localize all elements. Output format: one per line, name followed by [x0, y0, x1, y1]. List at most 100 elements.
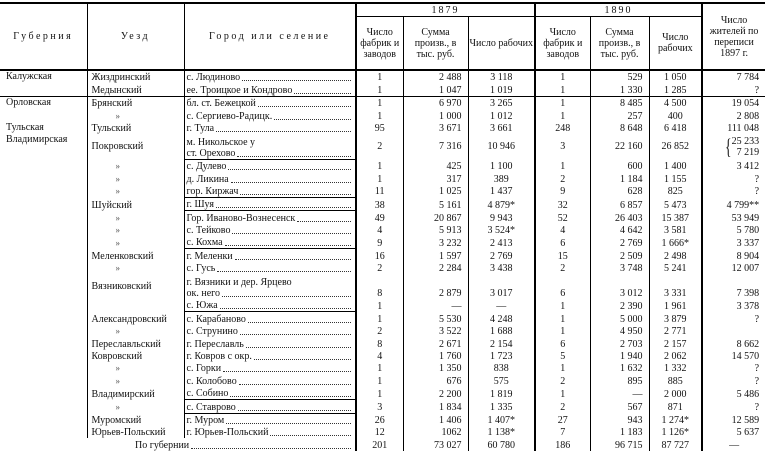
workers-1890-cell: 825 — [648, 184, 703, 198]
place-line: с. Собино — [187, 388, 354, 399]
workers-1890-cell: 2 062 — [648, 349, 703, 363]
place-line: с. Ставрово — [187, 402, 354, 413]
output-1879-cell: 317 — [402, 172, 468, 185]
output-1890-cell: 22 160 — [589, 133, 650, 160]
output-1890-cell: 628 — [589, 184, 650, 198]
population-brace-group: {25 233 7 219 — [723, 135, 760, 158]
workers-1879-cell: 1 688 — [467, 324, 536, 338]
place-cell: с. Струнино — [183, 324, 357, 338]
place-cell: г. Муром — [183, 412, 357, 426]
workers-1890-cell: 1 666* — [648, 236, 703, 249]
population-1897-cell: {25 233 7 219 — [701, 133, 765, 160]
workers-1879-cell: 1 723 — [467, 349, 536, 363]
output-1879-cell: 20 867 — [402, 210, 468, 224]
guberniya-cell — [0, 262, 87, 274]
header-guberniya: Губерния — [0, 2, 87, 71]
place-line: с. Карабаново — [187, 314, 354, 325]
place-line: с. Сергиево-Радицк. — [187, 111, 354, 122]
factories-1890-cell: 1 — [534, 362, 591, 375]
population-1897-cell — [701, 324, 765, 338]
total-workers-1879-cell: 60 780 — [467, 438, 536, 451]
output-1879-cell: 7 316 — [402, 133, 468, 160]
output-1879-cell: — — [402, 299, 468, 312]
population-value: 7 219 — [736, 146, 760, 158]
table-row: » с. Горки 1 1 350 838 1 1 632 1 332? — [0, 362, 765, 375]
factories-1879-cell: 1 — [355, 95, 403, 110]
workers-1879-cell: 1 335 — [467, 399, 536, 414]
place-line: г. Тула — [187, 123, 354, 134]
workers-1879-cell: 2 154 — [467, 337, 536, 350]
workers-1890-cell: 2 000 — [648, 386, 703, 400]
guberniya-cell — [0, 274, 87, 299]
population-1897-cell: ? — [701, 83, 765, 97]
place-cell: с. Сергиево-Радицк. — [183, 109, 357, 122]
factories-1890-cell: 4 — [534, 223, 591, 237]
workers-1890-cell: 1 332 — [648, 362, 703, 375]
place-line: с. Людиново — [187, 72, 354, 83]
table-row: » с. Гусь 2 2 284 3 438 2 3 748 5 241 12 007 — [0, 261, 765, 275]
population-1897-cell: 3 337 — [701, 236, 765, 249]
factories-1879-cell: 2 — [355, 324, 403, 338]
workers-1890-cell: 3 331 — [648, 274, 703, 300]
output-1879-cell: 1 350 — [402, 362, 468, 375]
output-1879-cell: 1 047 — [402, 83, 468, 97]
output-1890-cell: 529 — [589, 69, 650, 84]
population-1897-cell: 12 007 — [701, 261, 765, 275]
place-cell: с. Карабаново — [183, 311, 357, 325]
uezd-cell: Переславльский — [86, 337, 184, 350]
workers-1890-cell: 885 — [648, 374, 703, 387]
guberniya-cell — [0, 159, 87, 172]
place-cell: ее. Троицкое и Кондрово — [183, 83, 357, 97]
population-values: 25 233 7 219 — [732, 136, 760, 158]
place-cell: г. Переславль — [183, 337, 357, 350]
dot-leader — [245, 346, 351, 348]
place-name: г. Муром — [186, 414, 225, 426]
header-population: Число жителей по переписи 1897 г. — [701, 2, 765, 71]
population-1897-cell: 7 784 — [701, 69, 765, 84]
dot-leader — [230, 396, 351, 398]
factories-1890-cell: 5 — [534, 349, 591, 363]
header-1879-workers: Число рабочих — [467, 16, 536, 71]
factories-1890-cell: 15 — [534, 248, 591, 262]
header-1890-workers: Число рабочих — [648, 16, 703, 71]
place-line: с. Колобово — [187, 376, 354, 387]
uezd-cell: Тульский — [86, 121, 184, 134]
output-1890-cell: 567 — [589, 399, 650, 414]
output-1879-cell: 676 — [402, 374, 468, 387]
output-1879-cell: 425 — [402, 159, 468, 173]
output-1879-cell: 1 025 — [402, 184, 468, 198]
total-row: По губернии 201 73 027 60 780 186 96 715 87 72… — [0, 438, 765, 451]
guberniya-cell — [0, 337, 87, 349]
place-cell: с. Кохма — [183, 236, 357, 249]
output-1879-cell: 6 970 — [402, 95, 468, 110]
population-1897-cell: 111 048 — [701, 121, 765, 134]
factories-1879-cell: 12 — [355, 425, 403, 439]
uezd-cell: Брянский — [86, 95, 184, 110]
output-1890-cell: 1 940 — [589, 349, 650, 363]
guberniya-cell — [0, 249, 87, 262]
output-1890-cell: 2 390 — [589, 299, 650, 312]
guberniya-cell — [0, 413, 87, 426]
total-workers-1890-cell: 87 727 — [648, 438, 703, 451]
place-name: г. Юрьев-Польский — [186, 427, 269, 439]
place-name: с. Тейково — [186, 225, 231, 237]
population-1897-cell: 3 412 — [701, 159, 765, 173]
workers-1879-cell: 1 819 — [467, 386, 536, 400]
place-line: с. Кохма — [187, 237, 354, 248]
population-1897-cell: 8 662 — [701, 337, 765, 350]
factories-1879-cell: 16 — [355, 248, 403, 262]
place-name: с. Карабаново — [186, 313, 246, 325]
header-year-1890: 1890 — [534, 2, 703, 17]
guberniya-cell — [0, 83, 87, 96]
place-name: бл. ст. Бежецкой — [186, 98, 256, 110]
population-1897-cell: ? — [701, 374, 765, 387]
guberniya-cell — [0, 109, 87, 121]
table-row: » гор. Киржач 11 1 025 1 437 9 628 825? — [0, 184, 765, 198]
uezd-cell: Александровский — [86, 311, 184, 325]
workers-1879-cell: 3 265 — [467, 95, 536, 110]
workers-1890-cell: 2 498 — [648, 248, 703, 262]
guberniya-cell — [0, 400, 87, 413]
factories-1879-cell: 1 — [355, 83, 403, 97]
uezd-cell: » — [86, 324, 184, 338]
uezd-cell: » — [86, 362, 184, 375]
